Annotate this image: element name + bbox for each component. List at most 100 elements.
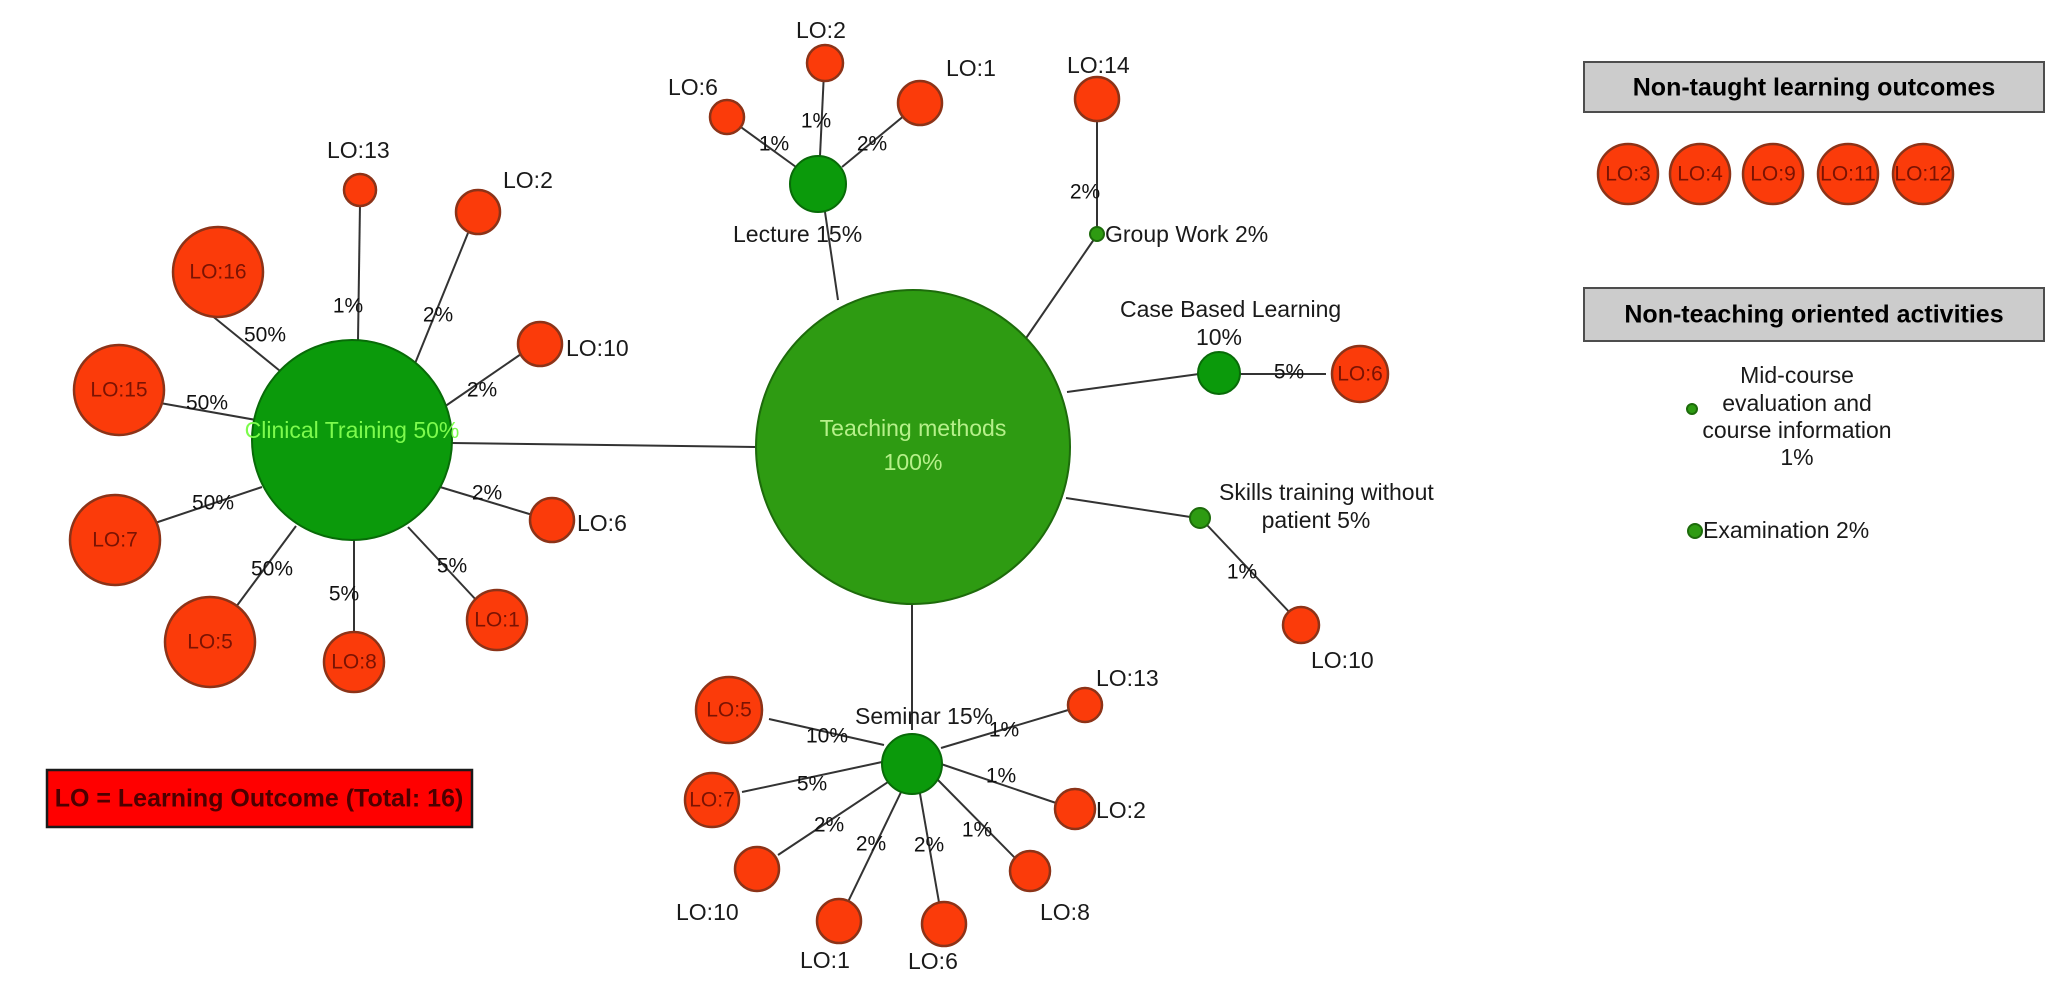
method-circle[interactable] [1197,351,1241,395]
weight-ct-lo2: 2% [423,304,453,327]
node-ct-lo16[interactable]: LO:16 [171,225,265,319]
lo-circle[interactable] [1053,787,1097,831]
node-ct-lo5[interactable]: LO:5 [163,595,257,689]
lo-label: LO:6 [908,948,958,974]
node-ct-lo1[interactable]: LO:1 [465,588,529,652]
lo-circle[interactable] [72,343,166,437]
legend-lo-3[interactable]: LO:3 [1596,142,1660,206]
lo-circle[interactable] [68,493,162,587]
node-seminar-lo10[interactable]: LO:10 [676,845,781,925]
root-circle[interactable] [755,289,1071,605]
edge-lecture-lo6 [737,124,797,168]
lo-circle[interactable] [1281,605,1321,645]
legend-activity-examination[interactable]: Examination 2% [1687,517,1869,543]
lo-circle[interactable] [516,320,564,368]
lo-label: LO:10 [676,899,739,925]
edge-skills-lo10 [1206,524,1294,617]
lo-circle[interactable] [528,496,576,544]
lo-circle[interactable] [163,595,257,689]
lo-circle[interactable] [322,630,386,694]
lo-circle[interactable] [454,188,502,236]
edge-root-skills-training [1065,497,1198,519]
edge-ct-lo5 [229,525,297,616]
node-skills-training[interactable]: Skills training without patient 5% [1189,479,1434,533]
method-label: Clinical Training 50% [245,417,460,443]
weight-ct-lo10: 2% [467,379,497,402]
legend-lo-9[interactable]: LO:9 [1741,142,1805,206]
node-cbl-lo6[interactable]: LO:6 [1330,344,1390,404]
node-seminar-lo6[interactable]: LO:6 [908,900,968,974]
node-skills-lo10[interactable]: LO:10 [1281,605,1374,673]
lo-circle[interactable] [708,98,746,136]
node-seminar-lo1[interactable]: LO:1 [800,897,863,973]
node-ct-lo7[interactable]: LO:7 [68,493,162,587]
lo-circle[interactable] [805,43,845,83]
lo-circle[interactable] [1891,142,1955,206]
lo-circle[interactable] [1330,344,1390,404]
activity-dot[interactable] [1687,523,1703,539]
lo-circle[interactable] [733,845,781,893]
method-label-line1: Skills training without [1219,479,1434,505]
method-circle[interactable] [1189,507,1211,529]
node-seminar-lo5[interactable]: LO:5 [694,675,764,745]
node-ct-lo8[interactable]: LO:8 [322,630,386,694]
weight-seminar-lo8: 1% [962,819,992,842]
lo-label: LO:16 [189,261,246,284]
lo-circle[interactable] [171,225,265,319]
node-seminar-lo2[interactable]: LO:2 [1053,787,1146,831]
lo-circle[interactable] [1073,75,1121,123]
node-ct-lo6[interactable]: LO:6 [528,496,627,544]
lo-label: LO:5 [187,631,233,654]
node-clinical-training[interactable]: Clinical Training 50% [245,339,460,541]
node-lecture-lo2[interactable]: LO:2 [796,17,846,83]
node-case-based-learning[interactable]: Case Based Learning 10% [1120,296,1341,395]
node-lecture-lo6[interactable]: LO:6 [668,74,746,136]
lo-circle[interactable] [1741,142,1805,206]
node-seminar-lo7[interactable]: LO:7 [683,771,741,829]
legend-lo-4[interactable]: LO:4 [1668,142,1732,206]
lo-circle[interactable] [683,771,741,829]
legend-lo-12[interactable]: LO:12 [1891,142,1955,206]
banner-rect [45,768,474,829]
lo-circle[interactable] [1596,142,1660,206]
lo-label: LO:6 [577,510,627,536]
node-lecture[interactable]: Lecture 15% [733,155,862,247]
lo-circle[interactable] [815,897,863,945]
activity-dot[interactable] [1686,403,1698,415]
node-ct-lo10[interactable]: LO:10 [516,320,629,368]
lo-circle[interactable] [920,900,968,948]
method-circle[interactable] [1089,226,1105,242]
method-circle[interactable] [251,339,453,541]
lo-circle[interactable] [342,172,378,208]
legend-lo-11[interactable]: LO:11 [1816,142,1880,206]
node-ct-lo13[interactable]: LO:13 [327,137,390,208]
method-circle[interactable] [789,155,847,213]
node-group-work-lo14[interactable]: LO:14 [1067,52,1130,123]
node-teaching-methods[interactable]: Teaching methods 100% [755,289,1071,605]
lo-circle[interactable] [1816,142,1880,206]
lo-circle[interactable] [1668,142,1732,206]
weight-ct-lo7: 50% [192,492,234,515]
legend-header-title: Non-taught learning outcomes [1633,74,1996,102]
node-ct-lo15[interactable]: LO:15 [72,343,166,437]
lo-circle[interactable] [896,79,944,127]
node-seminar-lo8[interactable]: LO:8 [1008,849,1090,925]
edge-seminar-lo8 [935,777,1019,862]
lo-circle[interactable] [465,588,529,652]
node-seminar-lo13[interactable]: LO:13 [1066,665,1159,724]
cluster-clinical-training: 50% 50% 50% 50% 1% 2% 2% 2% 5% 5% LO:16 … [68,137,629,694]
node-seminar[interactable]: Seminar 15% [855,703,993,795]
lo-circle[interactable] [1008,849,1052,893]
lo-circle[interactable] [694,675,764,745]
legend-activity-mid-course[interactable]: Mid-course evaluation and course informa… [1686,362,1892,470]
node-lecture-lo1[interactable]: LO:1 [896,55,996,127]
method-circle[interactable] [881,733,943,795]
node-group-work[interactable]: Group Work 2% [1089,221,1268,247]
lo-label: LO:5 [706,699,752,722]
lo-circle[interactable] [1066,686,1104,724]
weight-ct-lo13: 1% [333,295,363,318]
weight-ct-lo8: 5% [329,583,359,606]
node-ct-lo2[interactable]: LO:2 [454,167,553,236]
method-label: Seminar 15% [855,703,993,729]
lo-label: LO:8 [1040,899,1090,925]
